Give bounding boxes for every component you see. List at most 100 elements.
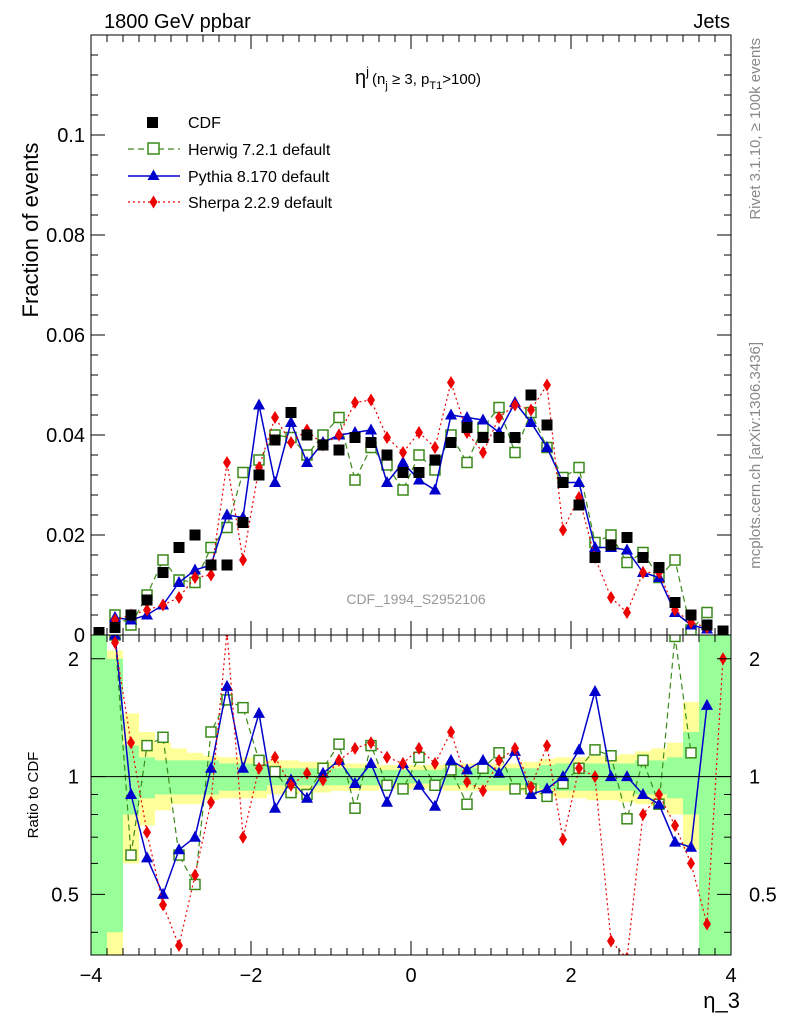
ratio-sherpa-point [239, 830, 247, 844]
ratio-pythia-point [205, 761, 217, 773]
main-cdf-point [717, 625, 729, 635]
ratio-sherpa-point [367, 736, 375, 750]
ratio-pythia-point [669, 835, 681, 847]
ratio-sherpa-point [431, 756, 439, 770]
ratio-pythia-point [381, 795, 393, 807]
ratio-sherpa-point [447, 725, 455, 739]
ratio-pythia-point [237, 761, 249, 773]
ratio-ylabel: Ratio to CDF [25, 752, 42, 839]
band-inner-bin [219, 763, 235, 791]
main-sherpa-point [239, 553, 247, 567]
ratio-herwig-point [125, 849, 137, 861]
ratio-sherpa-point [383, 750, 391, 764]
title-eta: η [355, 67, 366, 89]
ratio-herwig-point [685, 747, 697, 759]
legend-herwig-marker [147, 142, 160, 155]
main-cdf-point [493, 432, 505, 443]
main-pythia-point [285, 416, 297, 427]
ratio-sherpa-point [335, 753, 343, 767]
ratio-herwig-point [349, 802, 361, 814]
main-cdf-point [413, 467, 425, 478]
main-sherpa-point [543, 378, 551, 392]
main-herwig-point [573, 461, 585, 474]
main-pythia-point [413, 473, 425, 485]
ratio-herwig-point [669, 635, 681, 643]
band-inner-bin [107, 658, 123, 933]
main-cdf-point [557, 477, 569, 488]
main-sherpa-point [143, 603, 151, 617]
x-tick-label: −4 [80, 965, 103, 987]
main-cdf-point [109, 622, 121, 633]
ratio-herwig-point [429, 779, 441, 792]
main-cdf-point [301, 429, 313, 441]
ratio-sherpa-point [127, 736, 135, 750]
main-pythia-point [573, 476, 585, 487]
ratio-pythia-point [637, 787, 649, 799]
main-ytick-label: 0.08 [46, 225, 85, 247]
main-title: ηj (nj ≥ 3, pT1>100) [355, 64, 481, 92]
ratio-sherpa-point [143, 825, 151, 839]
ratio-sherpa-point [207, 795, 215, 809]
ratio-sherpa-point [399, 756, 407, 770]
ratio-ytick-label-left: 1 [68, 767, 79, 789]
ratio-sherpa-point [463, 775, 471, 789]
main-sherpa-point [335, 428, 343, 442]
main-cdf-point [141, 594, 153, 606]
main-herwig-point [333, 411, 345, 424]
main-cdf-point [477, 432, 489, 443]
main-sherpa-point [367, 393, 375, 407]
ratio-pythia-point [653, 797, 665, 809]
main-sherpa-point [511, 398, 519, 412]
ratio-ytick-label-right: 0.5 [749, 884, 777, 906]
ratio-sherpa-point [255, 761, 263, 775]
main-sherpa-point [479, 446, 487, 459]
main-cdf-point [685, 609, 697, 621]
main-cdf-point [221, 559, 233, 571]
ratio-sherpa-point [607, 934, 615, 948]
ratio-pythia-point [413, 778, 425, 790]
main-cdf-point [237, 517, 249, 528]
main-pythia-point [381, 476, 393, 487]
title-sub2: T1 [429, 80, 442, 92]
title-mid: ≥ 3, p [388, 71, 430, 88]
ratio-sherpa-point [703, 917, 711, 931]
main-sherpa-point [495, 411, 503, 424]
band-inner-bin [715, 635, 731, 955]
ratio-pythia-point [301, 791, 313, 803]
legend-entry-herwig: Herwig 7.2.1 default [128, 142, 331, 159]
main-sherpa-point [383, 431, 391, 444]
ratio-pythia-point [253, 706, 265, 718]
main-pythia-point [365, 423, 377, 435]
main-pythia-point [621, 543, 633, 555]
main-ytick-label: 0.04 [46, 425, 85, 447]
main-pythia-point [173, 576, 185, 587]
ratio-pythia-point [445, 753, 457, 765]
main-cdf-point [397, 467, 409, 478]
main-sherpa-point [607, 591, 615, 604]
x-tick-label: 2 [565, 965, 576, 987]
ratio-sherpa-point [655, 787, 663, 801]
main-sherpa-point [447, 376, 455, 389]
band-inner-bin [635, 760, 651, 795]
title-paren: (n [372, 71, 385, 88]
main-herwig-point [157, 554, 169, 566]
main-cdf-point [605, 539, 617, 551]
main-sherpa-point [351, 396, 359, 409]
band-inner-bin [91, 635, 107, 955]
ratio-herwig-point [221, 694, 233, 706]
ratio-pythia-point [349, 777, 361, 789]
legend-sherpa-label: Sherpa 2.2.9 default [188, 195, 333, 212]
ratio-pythia-point [365, 756, 377, 768]
main-pythia-point [461, 411, 473, 422]
main-pythia-point [269, 476, 281, 487]
main-pythia-point [189, 563, 201, 575]
main-cdf-point [589, 552, 601, 563]
main-cdf-point [429, 454, 441, 466]
ratio-sherpa-point [111, 636, 119, 650]
main-cdf-point [669, 597, 681, 608]
title-end: >100) [442, 71, 481, 88]
ratio-pythia-point [621, 770, 633, 782]
ratio-pythia-point [605, 770, 617, 782]
main-sherpa-point [559, 523, 567, 537]
